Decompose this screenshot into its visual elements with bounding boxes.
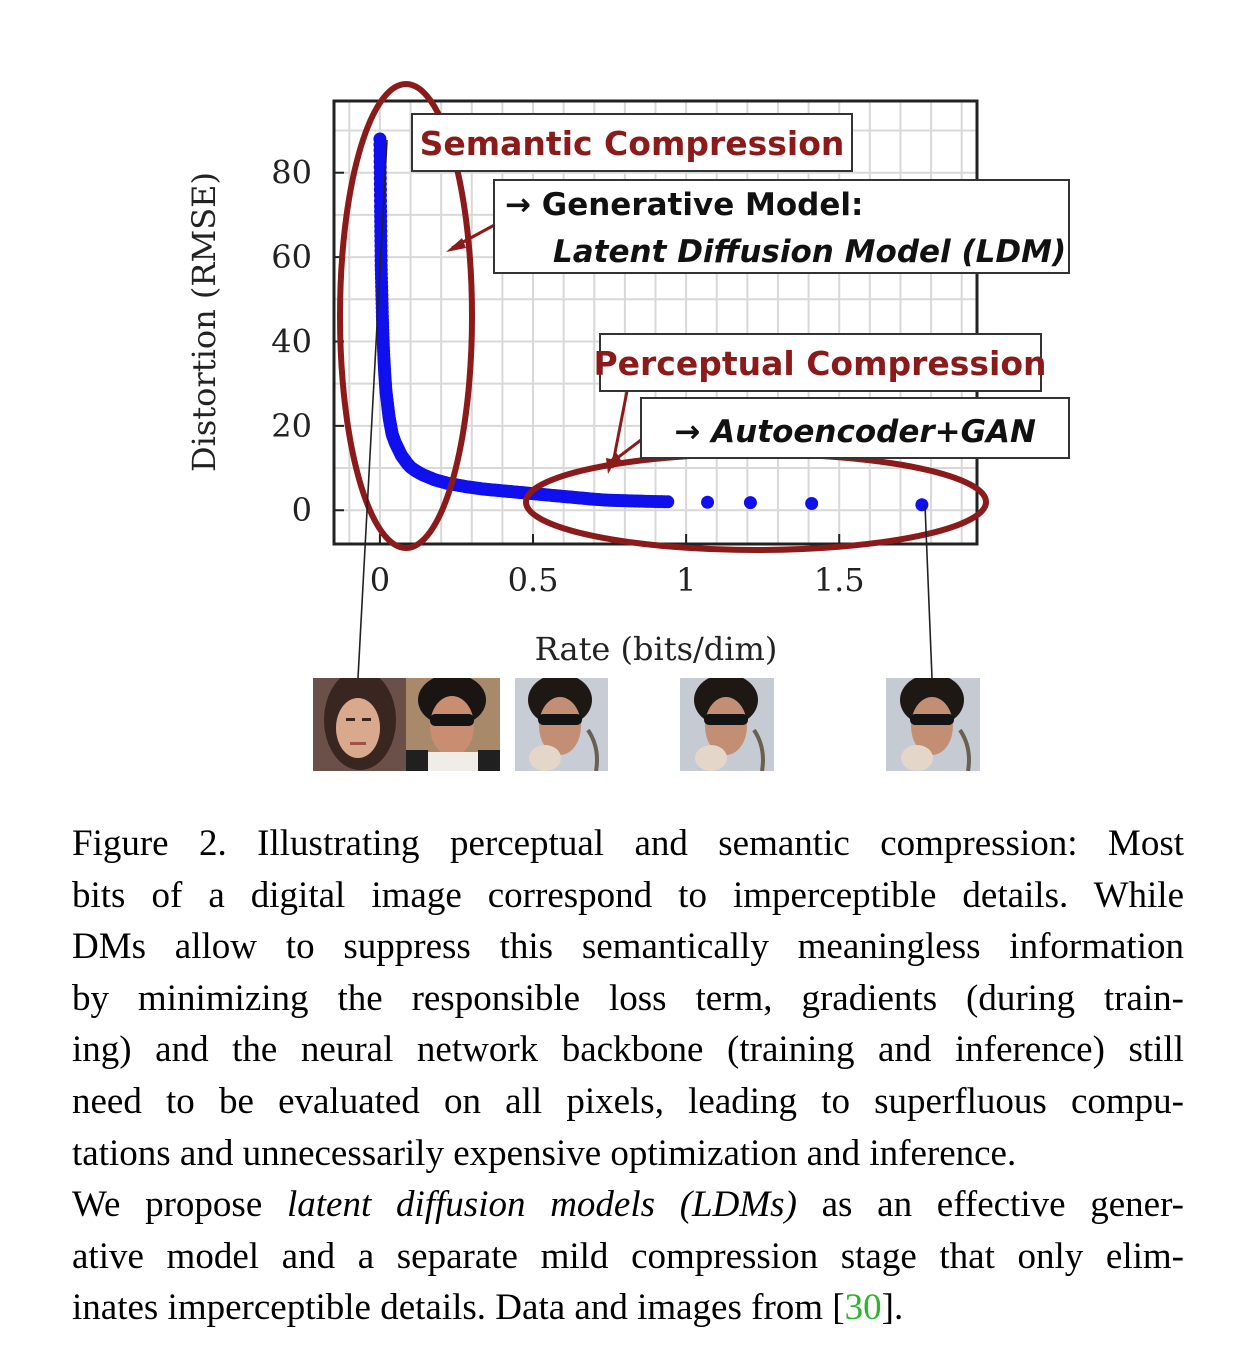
x-axis-title: Rate (bits/dim) <box>535 630 778 668</box>
data-point <box>805 496 819 510</box>
generative-model-box: → Generative Model: Latent Diffusion Mod… <box>493 179 1070 274</box>
svg-text:Perceptual Compression: Perceptual Compression <box>593 344 1046 383</box>
face-thumbnail-reconstruction-3 <box>886 678 980 771</box>
caption-line: ing) and the neural network backbone (tr… <box>72 1029 1184 1071</box>
caption-line: ative model and a separate mild compress… <box>72 1235 1184 1277</box>
y-tick-label: 20 <box>271 407 312 445</box>
y-tick-label: 40 <box>271 322 312 360</box>
semantic-compression-box: Semantic Compression <box>411 113 853 172</box>
figure-caption: Figure 2. Illustrating perceptual and se… <box>72 818 1184 1334</box>
rate-distortion-figure: 0 20 40 60 80 0 0.5 1 1.5 Rate (bits/dim) Disto… <box>185 81 1070 771</box>
perceptual-compression-box: Perceptual Compression <box>593 333 1047 392</box>
data-point <box>743 496 757 510</box>
svg-text:→ Generative Model:: → Generative Model: <box>505 187 863 223</box>
face-thumbnail-reconstruction-2 <box>680 678 774 771</box>
leader-line-left <box>357 139 388 679</box>
y-axis-title: Distortion (RMSE) <box>185 172 223 472</box>
y-tick-label: 60 <box>271 238 312 276</box>
caption-line: by minimizing the responsible loss term,… <box>72 977 1184 1019</box>
caption-line: tations and unnecessarily expensive opti… <box>72 1132 1017 1174</box>
citation-link[interactable]: 30 <box>844 1287 882 1329</box>
generative-arrow <box>446 220 501 252</box>
perceptual-pointer-arrow <box>606 385 630 474</box>
caption-line: We propose latent diffusion models (LDMs… <box>72 1184 1185 1226</box>
y-tick-label: 80 <box>271 154 312 192</box>
autoencoder-box: → Autoencoder+GAN <box>640 397 1070 459</box>
data-point <box>701 495 715 509</box>
x-tick-label: 1 <box>676 561 696 599</box>
x-axis-ticks: 0 0.5 1 1.5 <box>370 534 865 599</box>
x-tick-label: 0 <box>370 561 390 599</box>
data-point <box>661 495 675 509</box>
x-tick-label: 1.5 <box>814 561 865 599</box>
face-thumbnail-reconstruction-1 <box>515 678 608 771</box>
y-tick-label: 0 <box>292 491 312 529</box>
caption-line: bits of a digital image correspond to im… <box>72 874 1184 916</box>
caption-line: Figure 2. Illustrating perceptual and se… <box>72 823 1184 864</box>
face-thumbnail-woman <box>313 678 406 771</box>
x-tick-label: 0.5 <box>508 561 559 599</box>
caption-line: inates imperceptible details. Data and i… <box>72 1287 904 1329</box>
caption-line: DMs allow to suppress this semantically … <box>72 926 1184 968</box>
y-axis-ticks: 0 20 40 60 80 <box>271 154 344 529</box>
semantic-region-ellipse <box>337 81 475 551</box>
svg-text:Latent Diffusion Model (LDM): Latent Diffusion Model (LDM) <box>553 234 1066 270</box>
svg-text:Semantic Compression: Semantic Compression <box>420 124 845 163</box>
caption-line: need to be evaluated on all pixels, lead… <box>72 1080 1184 1122</box>
svg-text:→ Autoencoder+GAN: → Autoencoder+GAN <box>674 414 1036 450</box>
data-point <box>915 498 929 512</box>
face-thumbnail-man-sunglasses <box>406 678 500 771</box>
leader-line-right <box>924 504 933 679</box>
